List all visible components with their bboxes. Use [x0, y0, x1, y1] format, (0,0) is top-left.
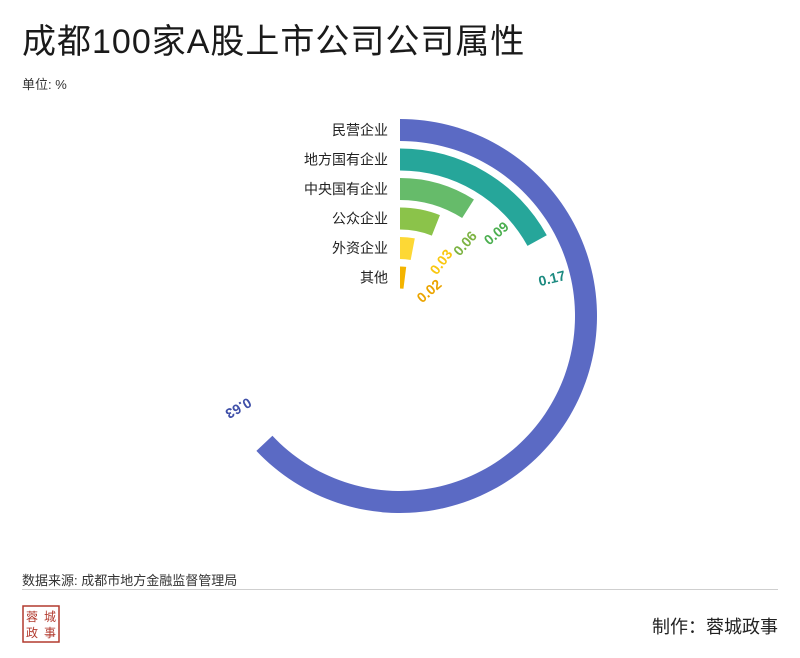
svg-text:城: 城 — [44, 610, 56, 624]
chart-title: 成都100家A股上市公司公司属性 — [22, 23, 526, 61]
value-label: 0.17 — [537, 267, 568, 289]
category-label: 公众企业 — [332, 211, 388, 227]
value-label: 0.06 — [450, 228, 480, 259]
category-label: 中央国有企业 — [304, 181, 388, 197]
category-label: 外资企业 — [332, 240, 388, 256]
category-label: 其他 — [360, 270, 388, 286]
value-label: 0.02 — [414, 276, 445, 306]
bar-0 — [256, 119, 598, 513]
value-label: 0.09 — [481, 218, 512, 248]
source-note: 数据来源: 成都市地方金融监督管理局 — [22, 573, 238, 588]
bar-2 — [400, 178, 474, 219]
svg-text:政: 政 — [26, 626, 38, 640]
category-label: 地方国有企业 — [304, 152, 388, 168]
unit-label: 单位: % — [22, 77, 67, 92]
bar-4 — [400, 237, 415, 261]
seal-logo: 蓉 城 政 事 — [22, 605, 60, 643]
bar-3 — [400, 207, 440, 236]
credit-label: 制作：蓉城政事 — [652, 617, 778, 637]
radial-bar-chart: 民营企业 0.63 地方国有企业 0.17 中央国有企业 0.09 公众企业 0.06 外资企业… — [223, 119, 598, 513]
footer-divider — [22, 589, 778, 590]
value-label: 0.63 — [223, 395, 255, 423]
category-label: 民营企业 — [332, 122, 388, 138]
svg-text:事: 事 — [44, 626, 56, 640]
bar-1 — [400, 148, 547, 246]
bar-5 — [400, 266, 407, 289]
svg-text:蓉: 蓉 — [26, 610, 38, 624]
